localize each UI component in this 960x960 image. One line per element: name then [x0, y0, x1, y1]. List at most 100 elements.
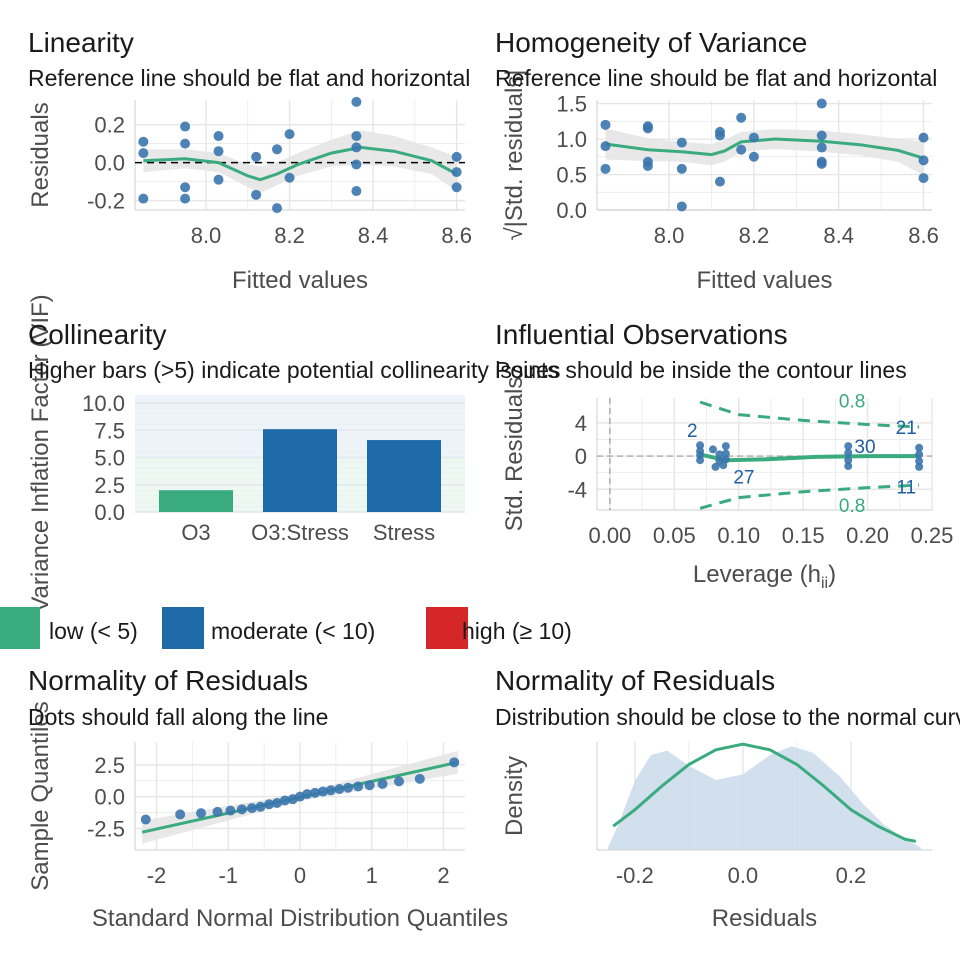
y-axis-label: Residuals [27, 102, 54, 207]
data-point [302, 789, 313, 800]
data-point [915, 457, 924, 466]
x-axis-label-text: Fitted values [232, 267, 368, 294]
panel-homogeneity: 8.0 8.2 8.4 8.6 0.0 0.5 1.0 1.5 Fitted values √|S… [495, 27, 939, 294]
x-tick-label: 0.0 [728, 863, 759, 888]
confidence-band [143, 130, 457, 193]
legend-label: high (≥ 10) [462, 618, 572, 644]
data-point [918, 132, 929, 143]
x-tick-label: 0.25 [911, 523, 954, 548]
y-tick-label: 0 [575, 444, 587, 469]
legend: low (< 5) moderate (< 10) high (≥ 10) [0, 607, 572, 649]
data-point [140, 814, 151, 825]
data-point [600, 163, 611, 174]
data-point [451, 182, 462, 193]
x-tick-label: 8.4 [358, 223, 389, 248]
data-point [451, 151, 462, 162]
y-tick-label: 2.5 [94, 753, 125, 778]
data-point [915, 443, 924, 452]
legend-key [162, 607, 204, 649]
x-axis-label: Fitted values [696, 267, 832, 294]
data-point [816, 158, 827, 169]
legend-label: moderate (< 10) [211, 618, 375, 644]
data-point [251, 189, 262, 200]
y-axis-label: Sample Quantiles [27, 701, 54, 890]
data-point [225, 805, 236, 816]
normal-curve [612, 742, 917, 843]
data-point [715, 450, 724, 459]
data-point [138, 136, 149, 147]
data-point [721, 449, 730, 458]
y-tick-label: 1.0 [556, 127, 587, 152]
confidence-band [605, 128, 924, 176]
contour-label: 0.8 [839, 391, 865, 412]
y-tick-label: 10.0 [82, 391, 125, 416]
x-tick-label: 8.6 [908, 223, 939, 248]
panel-density: -0.2 0.0 0.2 Residuals Density Normality of R… [495, 665, 960, 932]
panel-influential: 0.8 0.8 2 27 30 21 11 0.00 0.05 0.10 0.15 0.20 0.25 -… [495, 319, 953, 592]
data-point [816, 130, 827, 141]
panel-subtitle: Reference line should be flat and horizo… [495, 65, 937, 91]
x-tick-label: -0.2 [616, 863, 654, 888]
cooks-contour-lower [699, 483, 920, 510]
data-point [246, 803, 257, 814]
vif-bar [367, 440, 441, 512]
data-point [377, 778, 388, 789]
y-tick-label: 4 [575, 411, 587, 436]
point-label: 30 [854, 437, 875, 458]
data-point [138, 193, 149, 204]
x-tick-label: 8.2 [274, 223, 305, 248]
data-point [844, 448, 853, 457]
data-point [844, 442, 853, 451]
data-point [175, 809, 186, 820]
data-point [343, 782, 354, 793]
data-point [414, 773, 425, 784]
y-tick-label: 0.0 [94, 500, 125, 525]
point-label: 11 [896, 478, 916, 499]
data-point [351, 131, 362, 142]
x-tick-label: 0.10 [717, 523, 760, 548]
data-point [394, 776, 404, 787]
data-point [213, 146, 224, 157]
data-point [236, 804, 247, 815]
y-tick-label: 5.0 [94, 446, 125, 471]
x-axis-label-end: ) [828, 561, 836, 588]
x-tick-label: Stress [373, 520, 435, 545]
data-point [736, 144, 747, 155]
panel-qq: -2 -1 0 1 2 -2.5 0.0 2.5 Standard Normal Distrib… [27, 665, 508, 932]
data-point [714, 130, 725, 141]
x-tick-label: 8.0 [654, 223, 685, 248]
data-point [708, 445, 717, 454]
panel-subtitle: Points should be inside the contour line… [495, 357, 907, 383]
panel-linearity: 8.0 8.2 8.4 8.6 -0.2 0.0 0.2 Fitted values Resid… [27, 27, 472, 294]
data-point [721, 455, 730, 464]
x-tick-label: 0.15 [782, 523, 825, 548]
panel-subtitle: Distribution should be close to the norm… [495, 704, 960, 730]
y-tick-label: -2.5 [87, 816, 125, 841]
y-axis-label: √|Std. residuals| [501, 69, 528, 240]
data-point [449, 757, 460, 768]
x-tick-label: 8.4 [823, 223, 854, 248]
x-tick-label: 0 [294, 863, 306, 888]
data-point [351, 96, 362, 107]
data-point [915, 462, 924, 471]
data-point [351, 159, 362, 170]
data-point [721, 442, 730, 451]
contour-label: 0.8 [839, 496, 865, 517]
data-point [918, 173, 929, 184]
point-label: 21 [896, 418, 917, 439]
x-tick-label: 8.2 [739, 223, 770, 248]
data-point [213, 174, 224, 185]
data-point [264, 799, 275, 810]
legend-key [0, 607, 40, 649]
x-axis-label: Leverage (hii) [693, 561, 836, 592]
smooth-line [605, 137, 924, 160]
data-point [180, 182, 191, 193]
data-point [711, 462, 720, 471]
data-point [642, 123, 653, 134]
vif-bar [263, 429, 337, 512]
data-point [676, 201, 687, 212]
point-label: 2 [687, 421, 698, 442]
data-point [364, 780, 375, 791]
smooth-line [699, 452, 920, 463]
